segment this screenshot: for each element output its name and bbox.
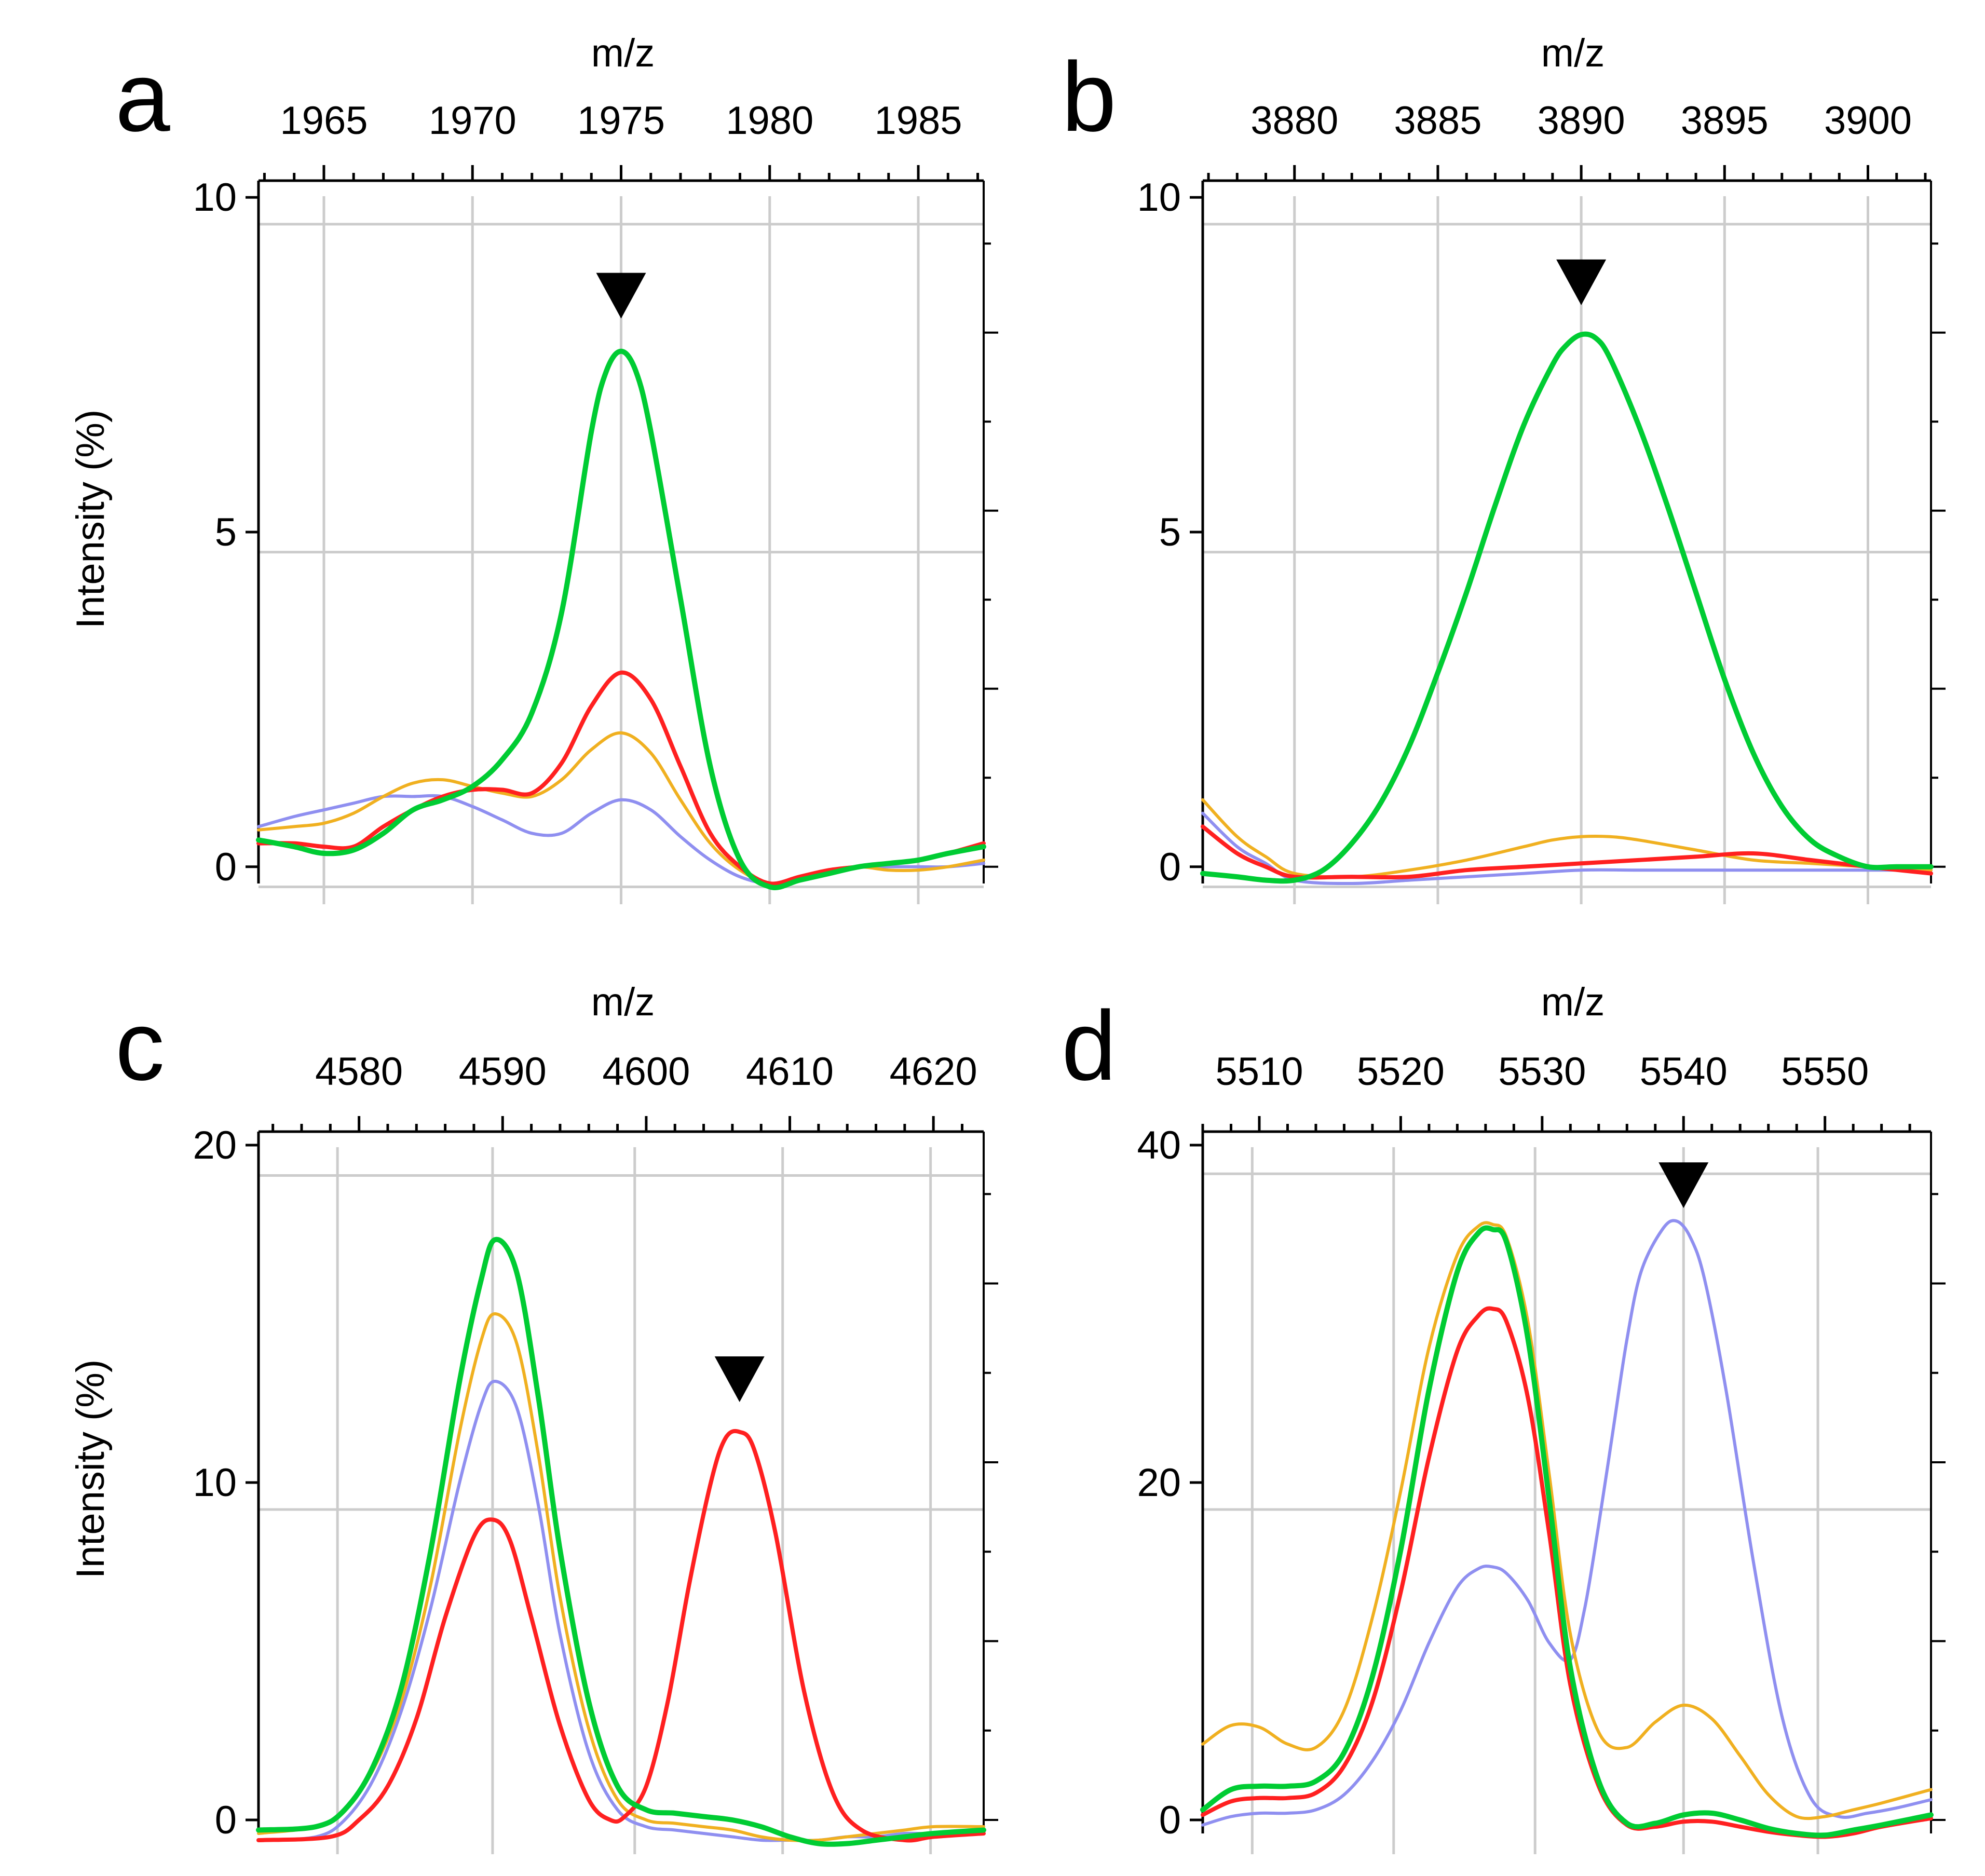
series-line-red — [1201, 1306, 1933, 1839]
series-line-green — [256, 1236, 986, 1847]
series-line-orange — [257, 1312, 985, 1842]
x-tick-label: 4590 — [459, 1050, 547, 1094]
y-tick-label: 10 — [193, 175, 237, 220]
x-tick-label: 5510 — [1215, 1050, 1303, 1094]
series-line-red — [1201, 824, 1933, 880]
panel-letter: b — [1062, 42, 1117, 152]
x-tick-label: 4620 — [890, 1050, 977, 1094]
y-tick-label: 5 — [1159, 510, 1181, 554]
y-tick-label: 5 — [215, 510, 237, 554]
x-tick-label: 1970 — [429, 99, 516, 143]
x-tick-label: 5550 — [1781, 1050, 1869, 1094]
y-axis-label: Intensity (%) — [69, 1360, 113, 1579]
x-tick-label: 5540 — [1640, 1050, 1728, 1094]
x-axis-label: m/z — [591, 31, 655, 75]
y-tick-label: 0 — [215, 845, 237, 889]
y-tick-label: 20 — [193, 1123, 237, 1167]
x-tick-label: 3895 — [1681, 99, 1769, 143]
x-axis-label: m/z — [1541, 31, 1605, 75]
y-tick-label: 20 — [1137, 1461, 1181, 1505]
x-tick-label: 3880 — [1250, 99, 1338, 143]
panel-a: a m/z Intensity (%) 1965 1970 1975 1980 1985… — [69, 31, 998, 904]
peak-marker-triangle — [1658, 1162, 1709, 1208]
panel-c: c m/z Intensity (%) 4580 4590 4600 4610 4620… — [69, 980, 998, 1854]
series-line-green — [1200, 1225, 1934, 1838]
series-line-orange — [1201, 1221, 1933, 1820]
x-tick-label: 1980 — [726, 99, 813, 143]
series-line-green — [256, 348, 986, 890]
peak-marker-triangle — [596, 273, 646, 319]
x-tick-label: 5520 — [1357, 1050, 1445, 1094]
series-line-red — [256, 1429, 986, 1843]
panel-letter: a — [115, 42, 170, 152]
y-axis-label: Intensity (%) — [69, 410, 113, 629]
y-tick-label: 40 — [1137, 1123, 1181, 1167]
x-tick-label: 3885 — [1394, 99, 1481, 143]
x-tick-label: 4580 — [315, 1050, 403, 1094]
peak-marker-triangle — [714, 1356, 765, 1402]
x-axis-label: m/z — [591, 980, 655, 1024]
series-line-blue — [1201, 1219, 1933, 1827]
series-line-blue — [257, 1380, 985, 1842]
y-tick-label: 0 — [215, 1798, 237, 1842]
x-tick-label: 3900 — [1824, 99, 1912, 143]
series-line-orange — [1201, 798, 1933, 879]
panel-letter: c — [115, 991, 165, 1101]
y-tick-label: 0 — [1159, 1798, 1181, 1842]
x-tick-label: 1985 — [875, 99, 962, 143]
peak-marker-triangle — [1556, 259, 1607, 305]
y-tick-label: 10 — [193, 1461, 237, 1505]
x-tick-label: 4610 — [746, 1050, 834, 1094]
x-axis-label: m/z — [1541, 980, 1605, 1024]
y-tick-label: 10 — [1137, 175, 1181, 220]
x-tick-label: 4600 — [602, 1050, 690, 1094]
x-tick-label: 3890 — [1538, 99, 1625, 143]
panel-d: d m/z 5510 5520 5530 5540 5550 0 20 40 — [1062, 980, 1946, 1854]
x-tick-label: 1965 — [280, 99, 368, 143]
y-tick-label: 0 — [1159, 845, 1181, 889]
panel-b: b m/z 3880 3885 3890 3895 3900 0 5 10 — [1062, 31, 1946, 904]
x-tick-label: 1975 — [577, 99, 665, 143]
panel-letter: d — [1062, 991, 1117, 1101]
x-tick-label: 5530 — [1498, 1050, 1586, 1094]
series-line-green — [1200, 331, 1934, 884]
